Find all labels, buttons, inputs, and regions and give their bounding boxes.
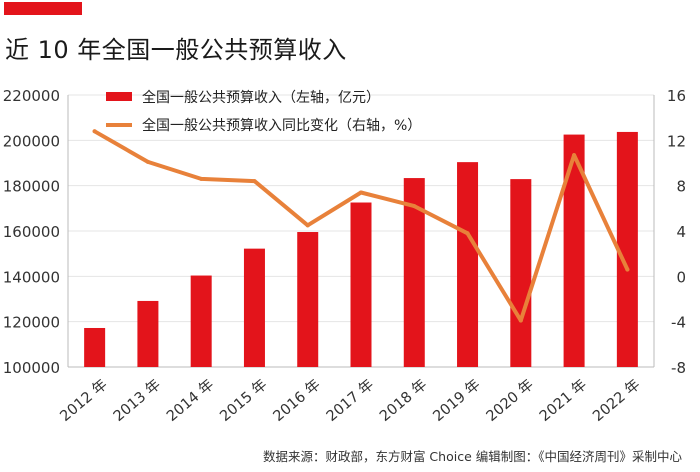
line-point (92, 129, 97, 134)
line-point (465, 231, 470, 236)
bar (350, 202, 372, 367)
x-tick-label: 2014 年 (163, 376, 217, 425)
left-tick-label: 100000 (3, 359, 60, 377)
line-point (145, 159, 150, 164)
bars (84, 131, 638, 367)
bar (563, 134, 585, 367)
right-tick-label: 16 (667, 87, 686, 105)
line-point (359, 190, 363, 195)
line-point (572, 153, 577, 158)
x-tick-label: 2019 年 (430, 376, 484, 425)
x-tick-label: 2021 年 (536, 376, 590, 425)
bar (190, 275, 212, 367)
left-tick-label: 220000 (3, 87, 60, 105)
x-tick-label: 2017 年 (323, 376, 377, 425)
x-tick-label: 2022 年 (590, 376, 644, 425)
right-tick-label: 8 (676, 178, 686, 196)
bar (457, 162, 479, 367)
legend-bar-label: 全国一般公共预算收入（左轴，亿元） (142, 89, 380, 106)
line-point (305, 223, 310, 228)
bar (297, 232, 319, 367)
accent-bar (4, 2, 82, 15)
right-axis-ticks: -8 -4 0 4 8 12 16 (667, 87, 686, 377)
left-tick-label: 200000 (3, 132, 60, 150)
left-tick-label: 140000 (3, 268, 60, 286)
line-point (252, 179, 257, 184)
legend-line-label: 全国一般公共预算收入同比变化（右轴，%） (142, 117, 421, 134)
source-footer: 数据来源：财政部，东方财富 Choice 编辑制图：《中国经济周刊》采制中心 (262, 449, 682, 464)
bar (616, 131, 638, 367)
line-point (625, 267, 630, 272)
bar (84, 327, 106, 367)
right-tick-label: -4 (671, 314, 686, 332)
x-tick-label: 2020 年 (483, 376, 537, 425)
right-tick-label: 12 (667, 132, 686, 150)
line-point (518, 318, 523, 323)
right-tick-label: -8 (671, 359, 686, 377)
x-tick-label: 2015 年 (217, 376, 271, 425)
legend-bar-swatch (106, 92, 132, 101)
x-tick-label: 2018 年 (376, 376, 430, 425)
line-point (412, 204, 417, 209)
bar (243, 248, 265, 367)
legend: 全国一般公共预算收入（左轴，亿元） 全国一般公共预算收入同比变化（右轴，%） (106, 89, 421, 134)
left-tick-label: 120000 (3, 314, 60, 332)
x-tick-label: 2012 年 (57, 376, 111, 425)
x-tick-label: 2013 年 (110, 376, 164, 425)
right-tick-label: 0 (676, 268, 686, 286)
bar (403, 178, 425, 367)
chart-title: 近 10 年全国一般公共预算收入 (5, 36, 347, 64)
left-tick-label: 180000 (3, 178, 60, 196)
x-tick-label: 2016 年 (270, 376, 324, 425)
x-axis-ticks: 2012 年 2013 年 2014 年 2015 年 2016 年 2017 年 2018… (57, 376, 644, 425)
line-series (92, 129, 630, 323)
line-point (199, 176, 204, 181)
bar (510, 179, 532, 367)
bar (137, 300, 159, 367)
right-tick-label: 4 (676, 223, 686, 241)
left-tick-label: 160000 (3, 223, 60, 241)
left-axis-ticks: 100000 120000 140000 160000 180000 200000 2200… (3, 87, 60, 377)
